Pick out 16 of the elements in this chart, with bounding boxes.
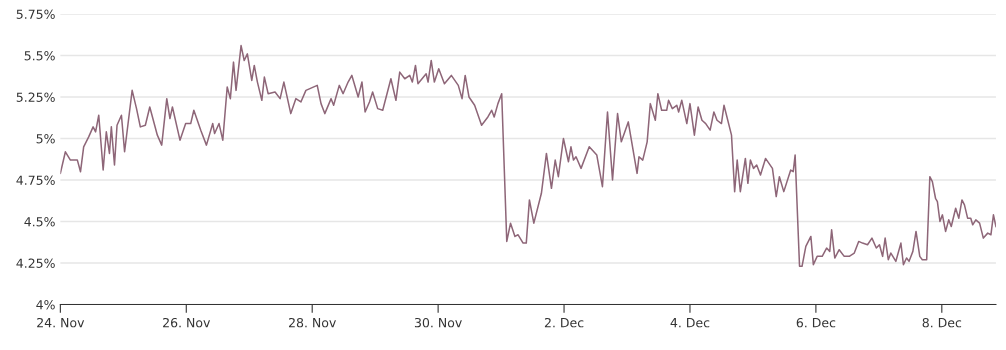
y-tick-label: 5.25% (16, 92, 55, 102)
x-tick-label: 4. Dec (670, 318, 710, 328)
y-tick-label: 4.25% (16, 258, 55, 268)
x-tick-label: 2. Dec (544, 317, 584, 328)
y-tick-label: 5.5% (24, 50, 55, 61)
x-tick-label: 28. Nov (288, 317, 336, 328)
x-tick-label: 26. Nov (163, 317, 211, 328)
x-tick-label: 8. Dec (922, 317, 962, 328)
x-tick-label: 6. Dec (796, 317, 836, 328)
y-tick-label: 4.5% (24, 216, 55, 227)
y-tick-label: 5.75% (16, 9, 55, 19)
y-tick-label: 4% (36, 299, 55, 310)
x-tick-label: 30. Nov (414, 317, 462, 328)
y-tick-label: 4.75% (16, 175, 55, 185)
y-tick-label: 5% (36, 133, 55, 144)
x-tick-label: 24. Nov (37, 317, 85, 328)
